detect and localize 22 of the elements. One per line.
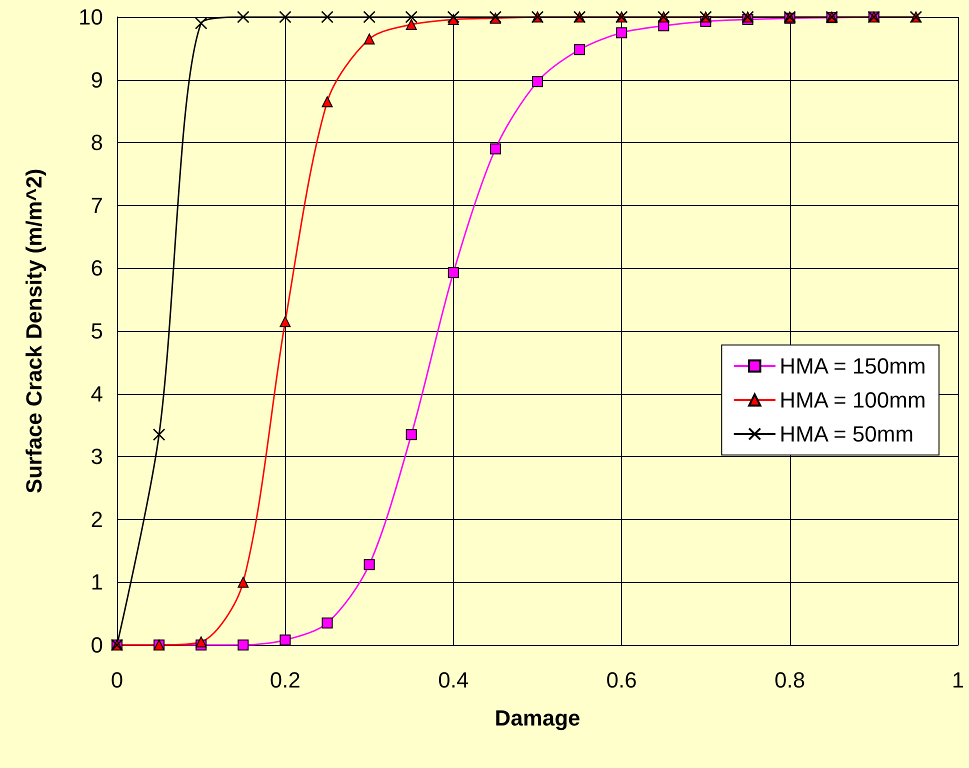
legend-label: HMA = 50mm [780,422,914,446]
x-tick-label: 1 [952,668,964,692]
legend-label: HMA = 150mm [780,354,926,378]
y-tick-label: 8 [90,130,103,156]
y-tick-label: 4 [90,381,103,406]
y-tick-label: 9 [90,67,103,92]
y-axis-title: Surface Crack Density (m/m^2) [22,168,46,494]
x-tick-label: 0.6 [606,668,637,692]
x-tick-label: 0.8 [774,668,806,692]
y-tick-label: 0 [90,632,103,658]
y-tick-label: 2 [90,506,103,532]
y-tick-label: 3 [90,444,103,470]
y-tick-label: 5 [90,318,103,344]
x-tick-label: 0.2 [270,668,300,692]
x-tick-label: 0.4 [438,668,469,692]
y-tick-label: 6 [90,256,103,281]
y-tick-label: 10 [78,4,103,30]
legend-label: HMA = 100mm [780,388,926,412]
y-tick-label: 1 [90,570,103,595]
x-tick-label: 0 [110,668,124,692]
x-axis-title: Damage [494,706,580,730]
y-tick-label: 7 [90,192,103,218]
